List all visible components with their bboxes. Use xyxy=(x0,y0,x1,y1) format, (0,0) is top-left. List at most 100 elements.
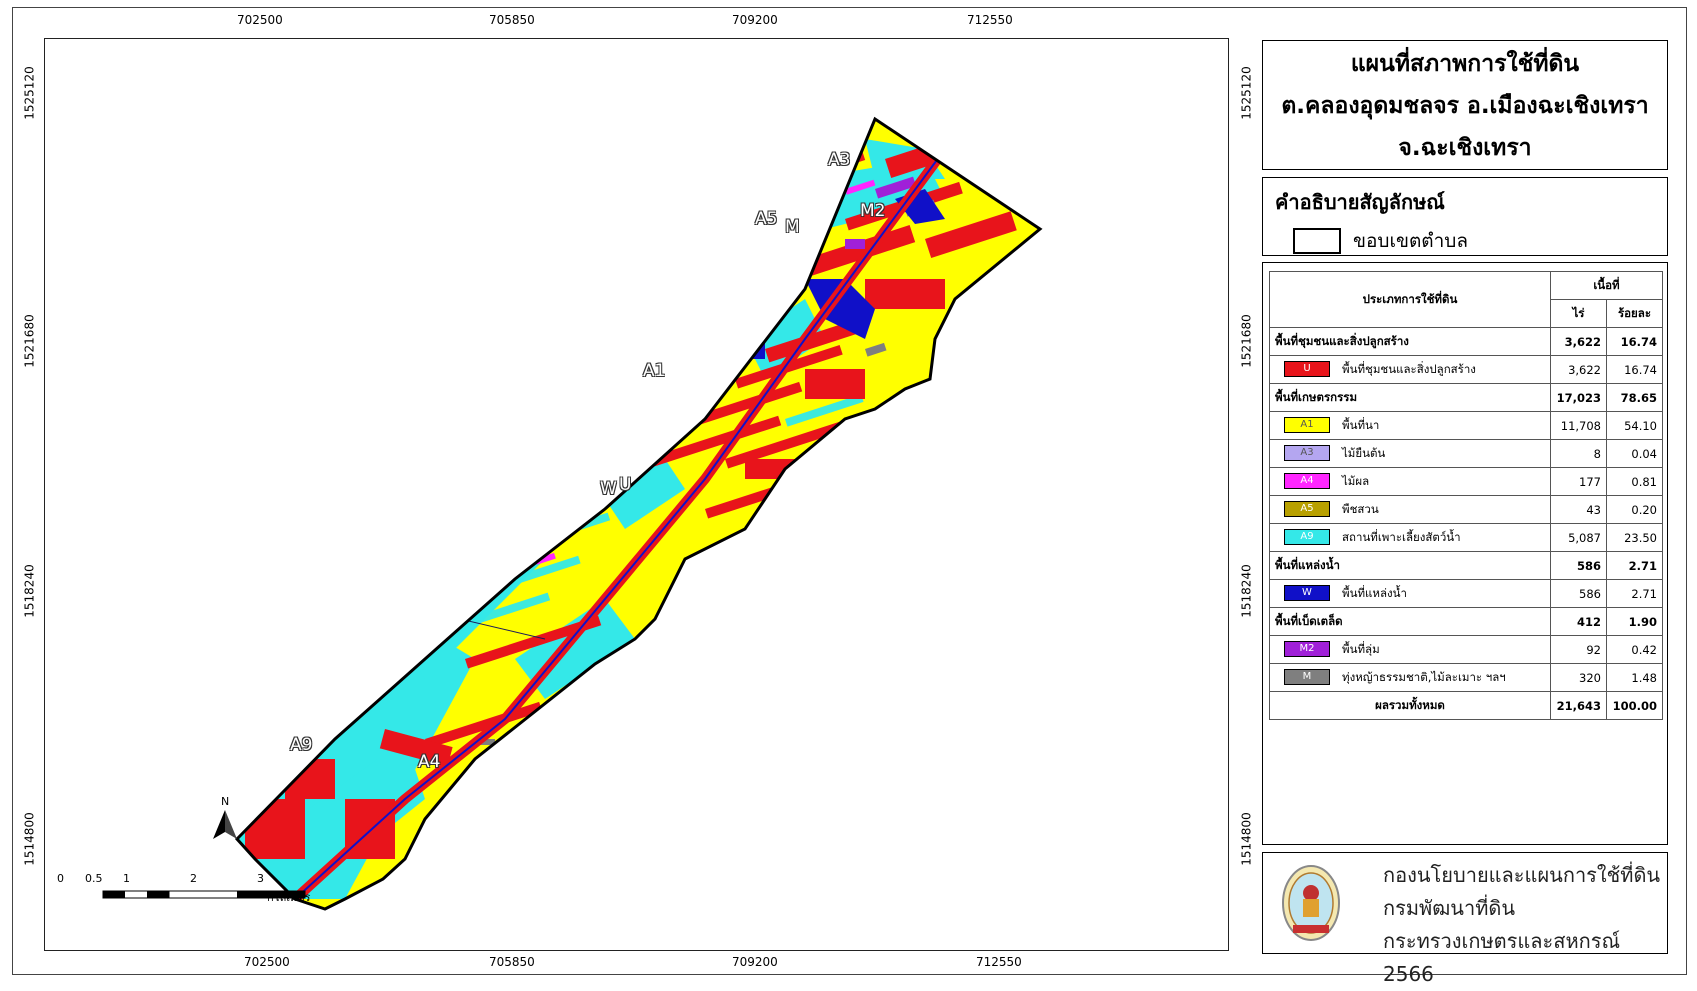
table-row: A3 ไม้ยืนต้น 8 0.04 xyxy=(1269,439,1663,468)
map-label-a4: A4 xyxy=(418,752,441,772)
percent-value: 23.50 xyxy=(1606,523,1663,552)
item-cell: A3 ไม้ยืนต้น xyxy=(1269,439,1551,468)
table-row: A4 ไม้ผล 177 0.81 xyxy=(1269,467,1663,496)
legend-boundary-item: ขอบเขตตำบล xyxy=(1263,218,1667,256)
rai-value: 8 xyxy=(1550,439,1607,468)
legend-swatch: A9 xyxy=(1284,529,1330,545)
x-tick-label: 712550 xyxy=(976,955,1022,969)
item-cell: A9 สถานที่เพาะเลี้ยงสัตว์น้ำ xyxy=(1269,523,1551,552)
scale-number: 2 xyxy=(190,872,197,885)
map-label-m2: M2 xyxy=(860,201,886,221)
map-label-a1: A1 xyxy=(643,361,666,381)
table-group-row: พื้นที่เบ็ดเตล็ด 412 1.90 xyxy=(1269,607,1663,636)
x-tick-label: 702500 xyxy=(237,13,283,27)
table-row: M2 พื้นที่ลุ่ม 92 0.42 xyxy=(1269,635,1663,664)
percent-value: 0.42 xyxy=(1606,635,1663,664)
credits-line2: กรมพัฒนาที่ดิน xyxy=(1383,896,1516,920)
rai-value: 3,622 xyxy=(1550,355,1607,384)
percent-value: 0.81 xyxy=(1606,467,1663,496)
map-label-u: U xyxy=(619,475,632,495)
map-title-line3: จ.ฉะเชิงเทรา xyxy=(1398,135,1532,161)
item-label: พื้นที่นา xyxy=(1342,417,1380,432)
scale-number: 3 xyxy=(257,872,264,885)
y-tick-label: 1514800 xyxy=(1239,812,1254,866)
table-total-row: ผลรวมทั้งหมด 21,643 100.00 xyxy=(1269,691,1663,720)
item-cell: M ทุ่งหญ้าธรรมชาติ,ไม้ละเมาะ ฯลฯ xyxy=(1269,663,1551,692)
legend-swatch: A5 xyxy=(1284,501,1330,517)
y-tick-label: 1514800 xyxy=(22,812,37,866)
legend-heading: คำอธิบายสัญลักษณ์ xyxy=(1275,190,1445,214)
table-group-row: พื้นที่ชุมชนและสิ่งปลูกสร้าง 3,622 16.74 xyxy=(1269,327,1663,356)
outer-frame xyxy=(12,7,1687,975)
x-tick-label: 712550 xyxy=(967,13,1013,27)
item-cell: A4 ไม้ผล xyxy=(1269,467,1551,496)
land-use-patches xyxy=(237,119,1040,909)
rai-value: 3,622 xyxy=(1550,327,1607,356)
north-label: N xyxy=(221,795,229,808)
map-label-a5: A5 xyxy=(755,209,778,229)
map-frame[interactable]: N A1 A3 A5 M M2 W U A9 A4 0 0.5 1 2 3 กิ… xyxy=(44,38,1229,951)
table-row: A1 พื้นที่นา 11,708 54.10 xyxy=(1269,411,1663,440)
header-type: ประเภทการใช้ที่ดิน xyxy=(1269,271,1551,328)
rai-value: 5,087 xyxy=(1550,523,1607,552)
land-use-table-panel: ประเภทการใช้ที่ดิน เนื้อที่ ไร่ ร้อยละ พ… xyxy=(1262,262,1668,845)
percent-value: 78.65 xyxy=(1606,383,1663,412)
y-tick-label: 1518240 xyxy=(1239,564,1254,618)
rai-value: 92 xyxy=(1550,635,1607,664)
rai-value: 43 xyxy=(1550,495,1607,524)
boundary-swatch xyxy=(1293,228,1341,254)
rai-value: 11,708 xyxy=(1550,411,1607,440)
credits-line3: กระทรวงเกษตรและสหกรณ์ 2566 xyxy=(1383,929,1621,986)
group-label: พื้นที่ชุมชนและสิ่งปลูกสร้าง xyxy=(1269,327,1551,356)
map-label-w: W xyxy=(600,479,617,499)
percent-value: 1.90 xyxy=(1606,607,1663,636)
x-tick-label: 709200 xyxy=(732,955,778,969)
x-tick-label: 709200 xyxy=(732,13,778,27)
table-row: A9 สถานที่เพาะเลี้ยงสัตว์น้ำ 5,087 23.50 xyxy=(1269,523,1663,552)
x-tick-label: 702500 xyxy=(244,955,290,969)
rai-value: 586 xyxy=(1550,551,1607,580)
table-row: W พื้นที่แหล่งน้ำ 586 2.71 xyxy=(1269,579,1663,608)
y-tick-label: 1518240 xyxy=(22,564,37,618)
table-group-row: พื้นที่เกษตรกรรม 17,023 78.65 xyxy=(1269,383,1663,412)
total-rai: 21,643 xyxy=(1550,691,1607,720)
map-title-line2: ต.คลองอุดมชลจร อ.เมืองฉะเชิงเทรา xyxy=(1281,93,1649,119)
item-label: ไม้ยืนต้น xyxy=(1342,445,1386,460)
scale-unit: กิโลเมตร xyxy=(267,891,311,904)
scale-number: 1 xyxy=(123,872,130,885)
scale-number: 0 xyxy=(57,872,64,885)
y-tick-label: 1525120 xyxy=(1239,66,1254,120)
land-use-table: ประเภทการใช้ที่ดิน เนื้อที่ ไร่ ร้อยละ พ… xyxy=(1269,271,1663,720)
rai-value: 320 xyxy=(1550,663,1607,692)
y-tick-label: 1525120 xyxy=(22,66,37,120)
percent-value: 1.48 xyxy=(1606,663,1663,692)
group-label: พื้นที่เบ็ดเตล็ด xyxy=(1269,607,1551,636)
item-cell: A5 พืชสวน xyxy=(1269,495,1551,524)
legend-swatch: W xyxy=(1284,585,1330,601)
rai-value: 177 xyxy=(1550,467,1607,496)
percent-value: 2.71 xyxy=(1606,579,1663,608)
percent-value: 16.74 xyxy=(1606,355,1663,384)
table-group-row: พื้นที่แหล่งน้ำ 586 2.71 xyxy=(1269,551,1663,580)
total-label: ผลรวมทั้งหมด xyxy=(1269,691,1551,720)
header-percent: ร้อยละ xyxy=(1606,299,1663,328)
scale-number: 0.5 xyxy=(85,872,103,885)
percent-value: 16.74 xyxy=(1606,327,1663,356)
map-label-a9: A9 xyxy=(290,735,313,755)
percent-value: 0.04 xyxy=(1606,439,1663,468)
x-tick-label: 705850 xyxy=(489,13,535,27)
item-cell: M2 พื้นที่ลุ่ม xyxy=(1269,635,1551,664)
header-area: เนื้อที่ xyxy=(1550,271,1663,300)
credits-panel: กองนโยบายและแผนการใช้ที่ดิน กรมพัฒนาที่ด… xyxy=(1262,852,1668,986)
rai-value: 17,023 xyxy=(1550,383,1607,412)
item-cell: A1 พื้นที่นา xyxy=(1269,411,1551,440)
item-label: ทุ่งหญ้าธรรมชาติ,ไม้ละเมาะ ฯลฯ xyxy=(1342,669,1506,684)
boundary-label: ขอบเขตตำบล xyxy=(1353,230,1468,252)
title-panel: แผนที่สภาพการใช้ที่ดิน ต.คลองอุดมชลจร อ.… xyxy=(1262,40,1668,170)
percent-value: 54.10 xyxy=(1606,411,1663,440)
y-tick-label: 1521680 xyxy=(22,314,37,368)
credits-line1: กองนโยบายและแผนการใช้ที่ดิน xyxy=(1383,863,1661,887)
item-label: สถานที่เพาะเลี้ยงสัตว์น้ำ xyxy=(1342,529,1461,544)
item-label: พืชสวน xyxy=(1342,501,1379,516)
legend-swatch: M xyxy=(1284,669,1330,685)
